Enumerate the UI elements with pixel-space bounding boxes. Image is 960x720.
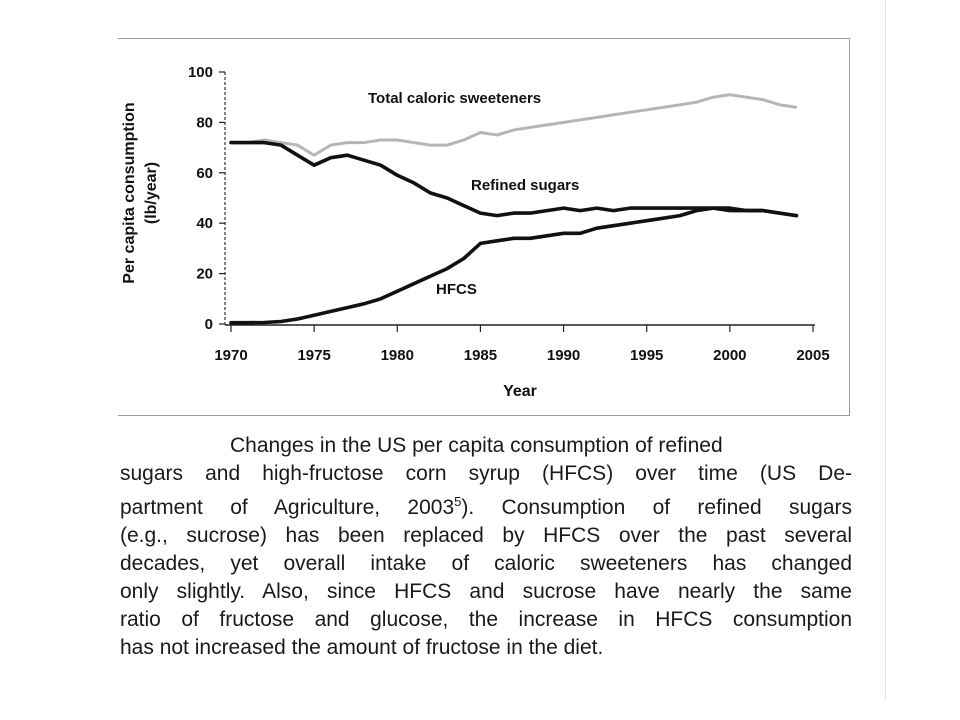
caption-line-4: (e.g., sucrose) has been replaced by HFC…: [120, 524, 852, 547]
y-axis-title-line-1: Per capita consumption: [121, 102, 138, 283]
series-label-total: Total caloric sweeteners: [368, 90, 541, 107]
frame-top-line: [118, 38, 850, 39]
x-tick-label: 1975: [297, 347, 330, 364]
series-line-total-caloric-sweeteners: [229, 93, 798, 157]
frame-bottom-line: [118, 415, 850, 416]
x-axis-title: Year: [503, 383, 537, 400]
y-tick-label: 80: [196, 114, 213, 131]
series-label-hfcs: HFCS: [436, 281, 477, 298]
y-axis-title: Per capita consumption (lb/year): [121, 102, 160, 283]
caption-footnote-ref: 5: [454, 494, 462, 509]
series-layer: [229, 93, 799, 325]
caption-line-5: decades, yet overall intake of caloric s…: [120, 552, 852, 575]
series-line-hfcs: [229, 206, 799, 325]
y-tick-label: 100: [188, 64, 213, 81]
caption-line-3-b: ). Consumption of refined sugars: [461, 496, 852, 519]
caption-line-8: has not increased the amount of fructose…: [120, 636, 604, 659]
series-label-refined: Refined sugars: [471, 177, 579, 194]
y-axis-title-line-2: (lb/year): [143, 162, 160, 224]
page-edge-line: [885, 0, 886, 700]
caption-line-7: ratio of fructose and glucose, the incre…: [120, 608, 852, 631]
y-tick-label: 20: [196, 266, 213, 283]
x-tick-label: 1970: [214, 347, 247, 364]
axes: 0 20 40 60 80 100 1970 1975 1980 1985 1990 1995 2000…: [121, 64, 830, 400]
labels-layer: Total caloric sweeteners Refined sugars HF…: [368, 90, 579, 298]
caption-line-2: sugars and high-fructose corn syrup (HFC…: [120, 462, 852, 485]
caption-line-3-a: partment of Agriculture, 2003: [120, 496, 455, 519]
frame-right-line: [849, 38, 850, 416]
caption-line-1: Changes in the US per capita consumption…: [230, 434, 723, 457]
x-tick-label: 2005: [796, 347, 829, 364]
x-tick-label: 1980: [381, 347, 414, 364]
y-tick-label: 40: [196, 215, 213, 232]
caption-line-6: only slightly. Also, since HFCS and sucr…: [120, 580, 852, 603]
x-tick-label: 1995: [630, 347, 663, 364]
figure-caption: Changes in the US per capita consumption…: [120, 432, 852, 662]
caption-line-3: partment of Agriculture, 20035). Consump…: [120, 488, 852, 522]
x-tick-label: 2000: [713, 347, 746, 364]
x-tick-label: 1990: [547, 347, 580, 364]
y-tick-label: 60: [196, 165, 213, 182]
x-tick-label: 1985: [464, 347, 497, 364]
y-tick-label: 0: [205, 316, 213, 333]
consumption-chart: 0 20 40 60 80 100 1970 1975 1980 1985 1990 1995 2000…: [121, 64, 830, 400]
